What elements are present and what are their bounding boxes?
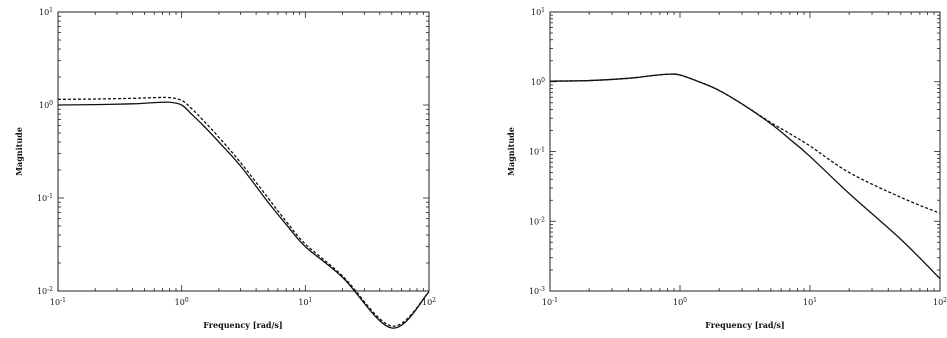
x-tick-label: 10-1 — [542, 297, 558, 307]
y-tick-label: 10-2 — [37, 286, 53, 296]
x-tick-label: 100 — [175, 297, 189, 307]
x-tick-label: 101 — [803, 297, 817, 307]
chart-panel-2: 10-1 100 101 102 101 100 10-1 10-2 10-3 Frequency… — [506, 7, 947, 330]
x-tick-label: 10-1 — [50, 297, 66, 307]
series-line-dashed — [57, 96, 430, 327]
x-axis-label: Frequency [rad/s] — [203, 320, 282, 330]
y-tick-label: 101 — [39, 7, 53, 17]
y-tick-label: 10-2 — [529, 216, 545, 226]
x-tick-label: 102 — [422, 297, 436, 307]
y-axis-label: Magnitude — [506, 127, 516, 176]
series-line-dashed — [549, 73, 941, 214]
y-tick-label: 100 — [531, 77, 545, 87]
y-tick-label: 10-1 — [529, 147, 545, 157]
x-tick-label: 101 — [298, 297, 312, 307]
y-tick-label: 100 — [39, 100, 53, 110]
x-tick-label: 102 — [933, 297, 947, 307]
y-tick-label: 10-3 — [529, 286, 545, 296]
x-axis-label: Frequency [rad/s] — [705, 320, 784, 330]
series-line-solid — [57, 101, 430, 329]
plot-frame — [57, 11, 430, 292]
y-axis-label: Magnitude — [14, 127, 24, 176]
y-tick-label: 10-1 — [37, 193, 53, 203]
series-line-solid — [549, 73, 941, 280]
y-tick-label: 101 — [531, 7, 545, 17]
plot-frame — [549, 11, 941, 292]
x-tick-label: 100 — [673, 297, 687, 307]
